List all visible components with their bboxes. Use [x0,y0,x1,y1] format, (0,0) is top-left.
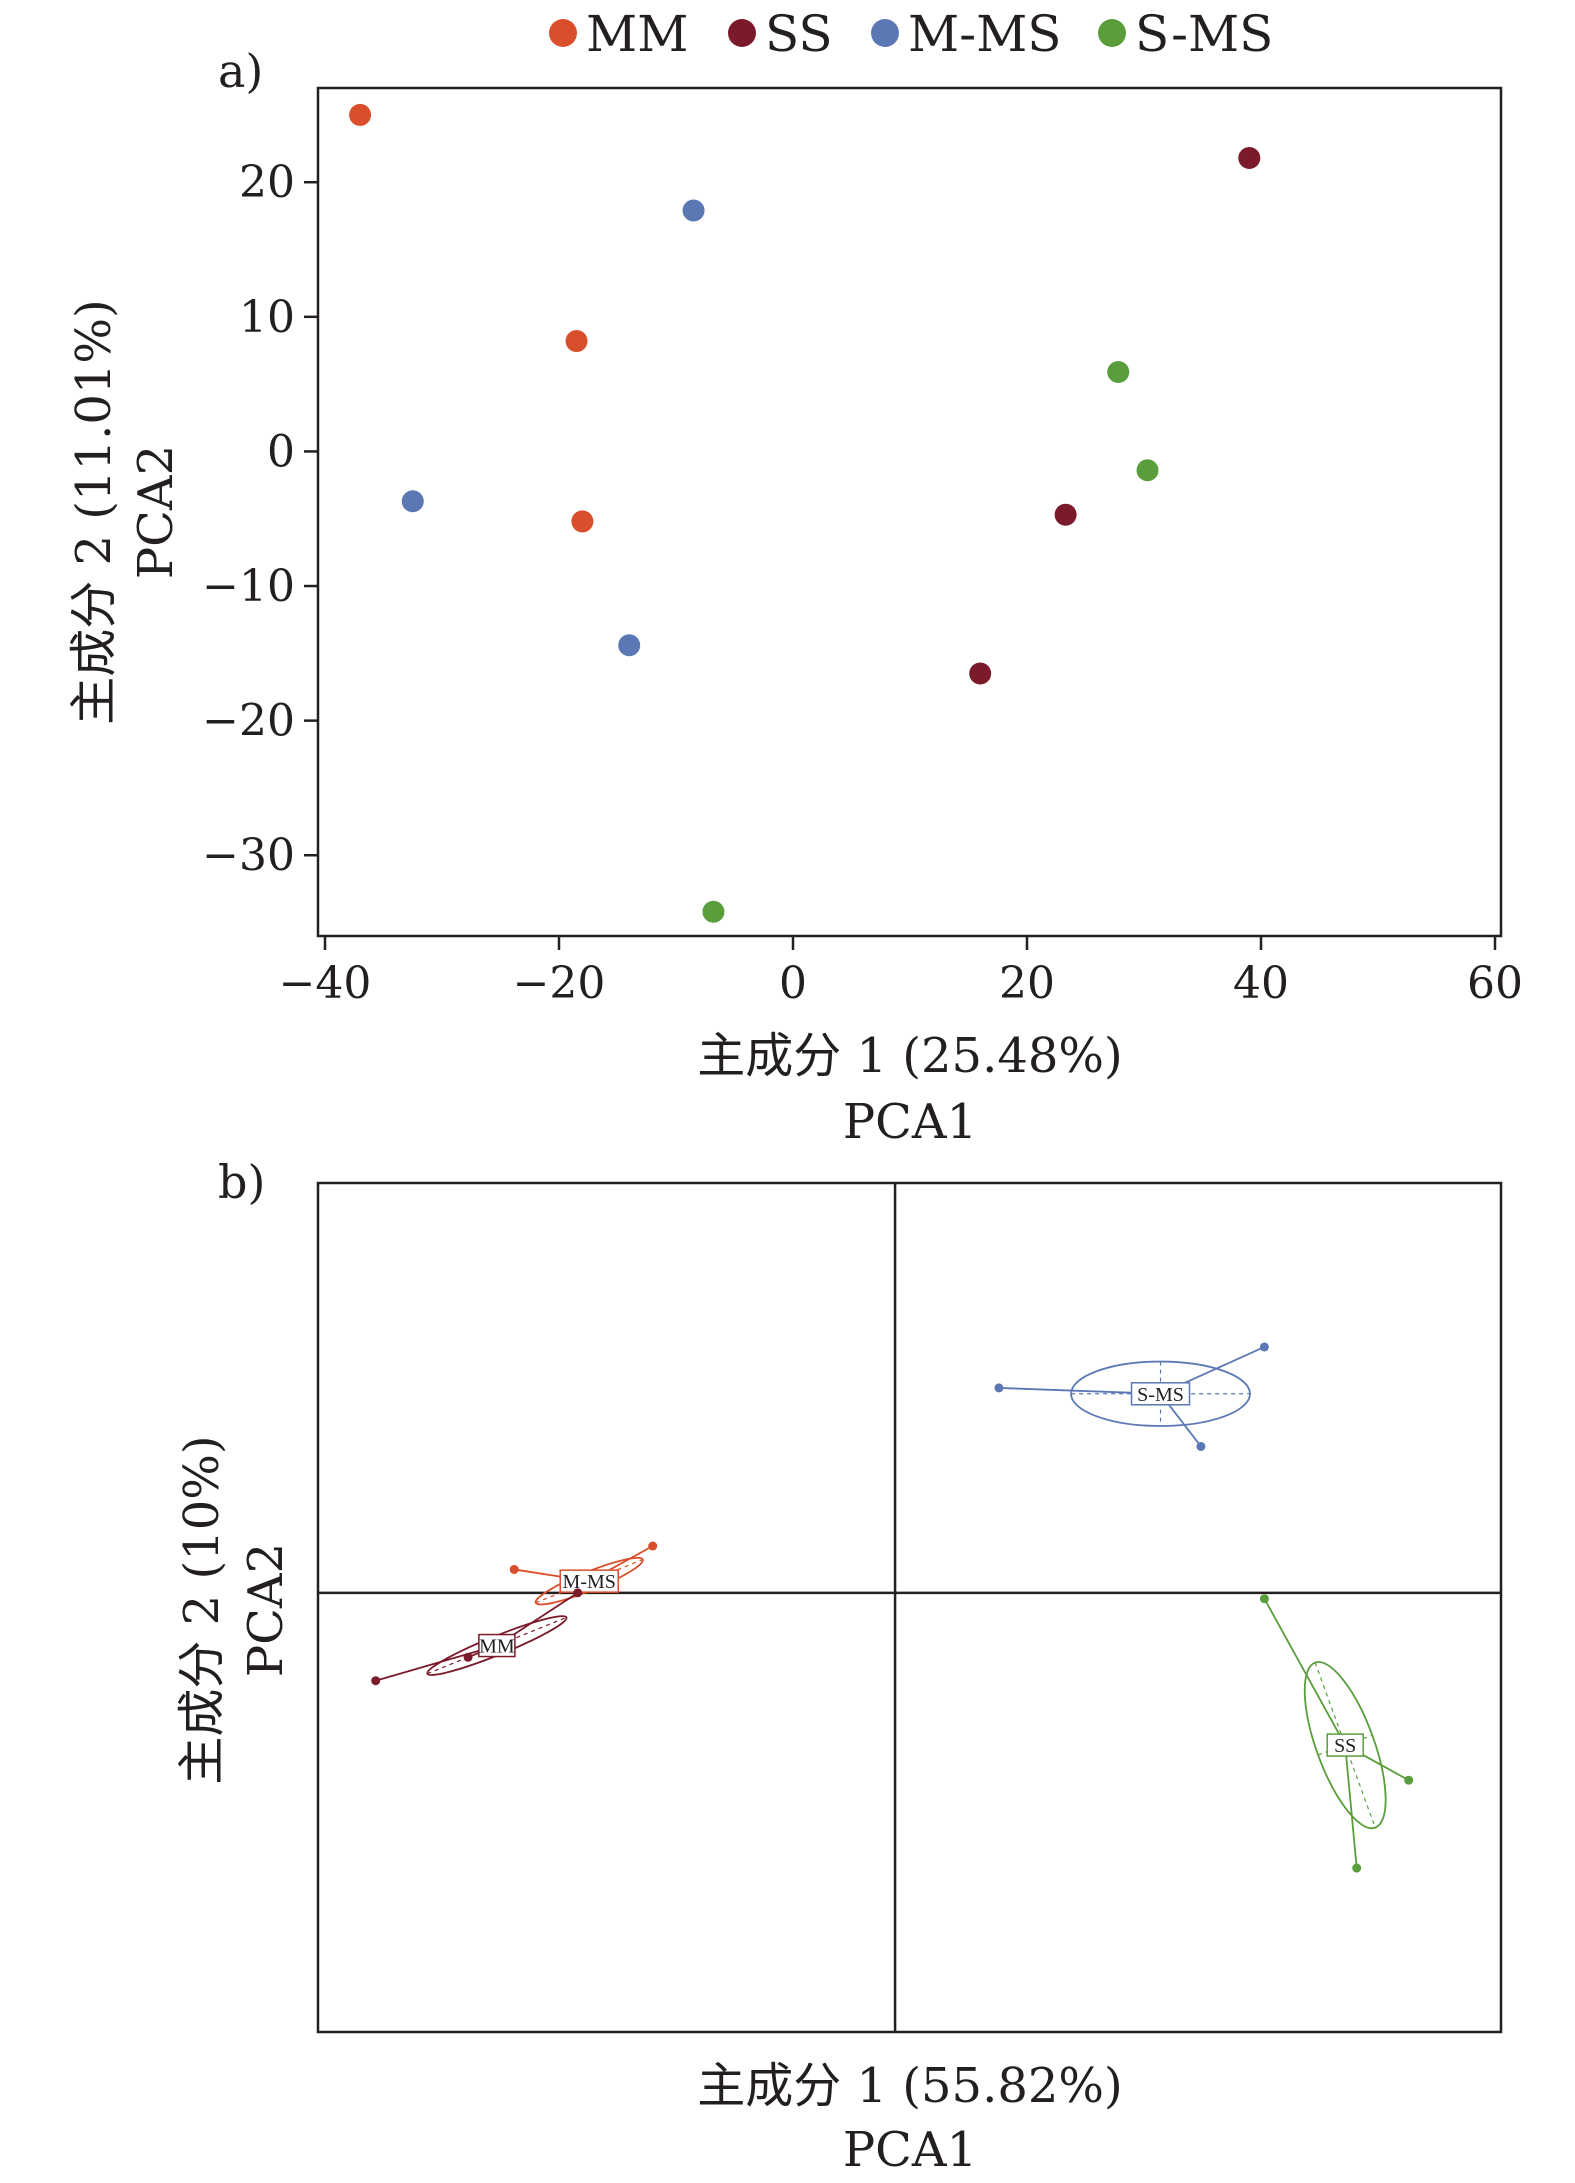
panel-a-x-tick-label: −40 [279,958,372,1009]
legend-item-s-ms: S-MS [1098,5,1273,63]
panel-b-y-axis-title: 主成分 2 (10%) [174,1435,230,1784]
point-ss [969,662,992,685]
panel-a-y-tick-label: −20 [202,696,295,747]
panel-a-x-axis: −40 −20 0 20 40 60 [279,936,1523,1009]
panel-b-x-axis-subtitle: PCA1 [843,2122,977,2178]
panel-a-x-tick-label: −20 [513,958,606,1009]
group-s-ms: S-MS [994,1342,1269,1451]
point-ss [1259,1594,1269,1604]
point-s-ms [1259,1342,1269,1352]
group-label-m-ms: M-MS [563,1571,616,1593]
panel-b-y-axis-subtitle: PCA2 [238,1543,294,1677]
point-ss [1352,1863,1362,1873]
panel-a-y-tick-label: 0 [267,426,295,477]
point-s-ms [994,1383,1004,1393]
legend-item-m-ms: M-MS [871,5,1062,63]
group-label-box-m-ms [559,1569,619,1593]
legend-marker-ss [728,19,756,47]
point-ss [1238,146,1261,169]
point-ss [1054,503,1077,526]
legend-label-s-ms: S-MS [1135,5,1273,63]
point-m-ms [509,1564,519,1574]
panel-a-y-tick-label: −10 [202,561,295,612]
legend-marker-m-ms [871,19,899,47]
group-mm: MM [371,1588,583,1686]
panel-a-x-tick-label: 0 [779,958,807,1009]
point-mm [349,103,372,126]
panel-a-x-tick-label: 40 [1233,958,1289,1009]
group-label-s-ms: S-MS [1137,1384,1184,1406]
point-s-ms [1107,361,1130,384]
legend-label-mm: MM [586,5,688,63]
group-label-box-ss [1326,1733,1364,1757]
point-m-ms [401,490,424,513]
point-ss [1404,1775,1414,1785]
point-s-ms [1136,459,1159,482]
point-s-ms [1196,1441,1206,1451]
panel-a-x-axis-title: 主成分 1 (25.48%) [697,1028,1123,1084]
point-mm [371,1676,381,1686]
spoke-mm [375,1644,498,1682]
group-label-box-s-ms [1130,1382,1191,1406]
group-label-ss: SS [1334,1735,1356,1757]
panel-a-y-axis-title: 主成分 2 (11.01%) [66,299,122,725]
panel-a-label: a) [218,44,263,98]
panel-b-x-axis-title: 主成分 1 (55.82%) [697,2058,1123,2114]
panel-b-origin-axes [318,1183,1501,2032]
point-mm [463,1652,473,1662]
panel-a-y-axis: −30 −20 −10 0 10 20 [202,157,318,881]
legend-item-mm: MM [549,5,688,63]
legend-marker-s-ms [1098,19,1126,47]
point-mm [571,510,594,533]
ellipse-minor-axis-ss [1314,1662,1376,1828]
panel-a-y-tick-label: −30 [202,830,295,881]
point-mm [565,330,588,353]
panel-a-y-tick-label: 10 [239,292,295,343]
legend: MM SS M-MS S-MS [549,5,1273,63]
legend-item-ss: SS [728,5,833,63]
panel-b-label: b) [218,1155,265,1209]
point-m-ms [648,1541,658,1551]
legend-label-m-ms: M-MS [908,5,1062,63]
group-m-ms: M-MS [509,1541,658,1606]
panel-b-plot-frame [316,1181,1503,2034]
spoke-ss [1263,1598,1346,1746]
panel-b-groups: S-MS SS M-MS MM [371,1342,1414,1873]
spoke-ss [1344,1745,1358,1869]
point-s-ms [702,900,725,923]
point-m-ms [682,199,705,222]
group-label-mm: MM [479,1636,515,1658]
panel-a-points [349,103,1261,923]
group-label-box-mm [478,1633,516,1658]
point-mm [573,1588,583,1598]
panel-a-y-tick-label: 20 [239,157,295,208]
legend-label-ss: SS [765,5,833,63]
panel-a-x-tick-label: 60 [1467,958,1523,1009]
panel-a-x-axis-subtitle: PCA1 [843,1094,977,1150]
panel-a-plot-frame [316,86,1503,938]
panel-a-y-axis-subtitle: PCA2 [128,445,184,579]
panel-a-x-tick-label: 20 [999,958,1055,1009]
group-ss: SS [1259,1594,1414,1873]
point-m-ms [618,634,641,657]
legend-marker-mm [549,19,577,47]
